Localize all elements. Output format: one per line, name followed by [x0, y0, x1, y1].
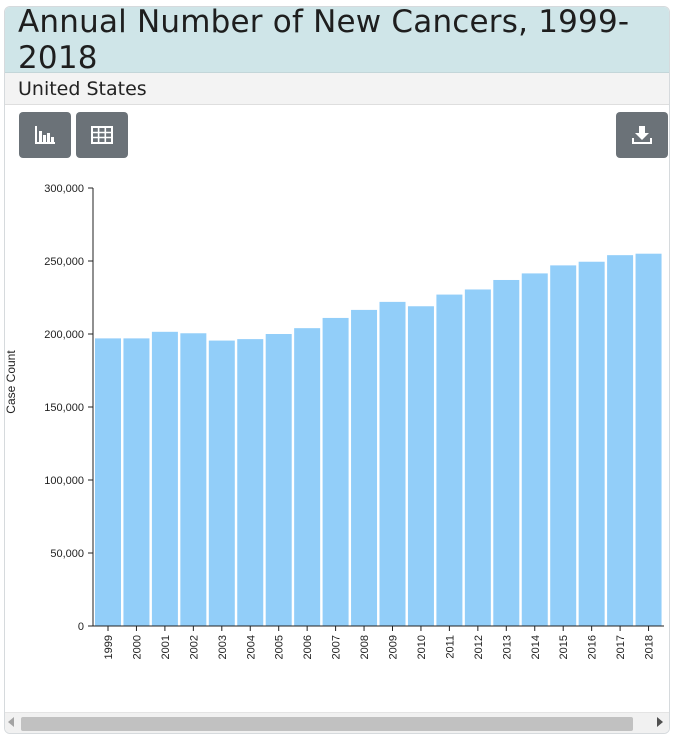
y-tick-label: 150,000	[44, 402, 84, 414]
x-tick-label-2007: 2007	[331, 635, 343, 659]
x-tick-label-2004: 2004	[245, 635, 257, 659]
bar-2006[interactable]	[294, 328, 321, 626]
bar-2018[interactable]	[635, 253, 662, 626]
table-icon	[91, 126, 113, 144]
y-tick-label: 0	[78, 621, 84, 633]
y-tick-label: 300,000	[44, 183, 84, 195]
y-tick-label: 250,000	[44, 256, 84, 268]
x-tick-label-2015: 2015	[558, 635, 570, 659]
subtitle-bar: United States	[5, 73, 669, 105]
bar-2012[interactable]	[464, 289, 491, 626]
page-title: Annual Number of New Cancers, 1999-2018	[18, 6, 630, 76]
chart-area: 0 50,000 100,000 150,000 200,000 250,000 300,0…	[5, 7, 669, 733]
x-tick-label-2012: 2012	[473, 635, 485, 659]
bar-2000[interactable]	[123, 338, 150, 626]
x-tick-label-2003: 2003	[217, 635, 229, 659]
x-tick-label-2002: 2002	[188, 635, 200, 659]
download-button[interactable]	[616, 112, 668, 158]
bar-2011[interactable]	[436, 294, 463, 626]
y-tick-label: 200,000	[44, 329, 84, 341]
x-tick-label-2009: 2009	[388, 635, 400, 659]
table-view-button[interactable]	[76, 112, 128, 158]
bar-2009[interactable]	[379, 301, 406, 626]
x-tick-label-2001: 2001	[160, 635, 172, 659]
scroll-left-arrow-icon[interactable]	[8, 717, 14, 727]
x-tick-label-2010: 2010	[416, 635, 428, 659]
bar-2017[interactable]	[607, 255, 634, 626]
bar-2001[interactable]	[151, 331, 178, 626]
y-axis-label: Case Count	[5, 350, 18, 414]
x-tick-label-2011: 2011	[444, 635, 456, 659]
x-tick-label-1999: 1999	[103, 635, 115, 659]
x-tick-label-2000: 2000	[131, 635, 143, 659]
chart-panel: Annual Number of New Cancers, 1999-2018 …	[4, 6, 670, 734]
bar-2004[interactable]	[237, 339, 264, 626]
bar-chart: 0 50,000 100,000 150,000 200,000 250,000 300,0…	[5, 183, 664, 659]
bar-2016[interactable]	[578, 261, 605, 626]
download-icon	[632, 126, 652, 144]
chart-view-button[interactable]	[19, 112, 71, 158]
bar-chart-icon	[35, 126, 55, 144]
x-tick-label-2013: 2013	[501, 635, 513, 659]
bar-2014[interactable]	[521, 273, 548, 626]
title-bar: Annual Number of New Cancers, 1999-2018	[5, 6, 669, 76]
bar-2008[interactable]	[351, 309, 378, 626]
bar-2013[interactable]	[493, 279, 520, 626]
x-tick-label-2008: 2008	[359, 635, 371, 659]
x-tick-label-2017: 2017	[615, 635, 627, 659]
x-tick-label-2006: 2006	[302, 635, 314, 659]
bar-2010[interactable]	[407, 306, 434, 626]
bar-2003[interactable]	[208, 340, 235, 626]
bar-2002[interactable]	[180, 333, 207, 626]
scroll-thumb[interactable]	[21, 717, 633, 731]
bar-2007[interactable]	[322, 317, 349, 626]
y-tick-label: 50,000	[50, 548, 84, 560]
x-tick-label-2014: 2014	[530, 635, 542, 659]
x-tick-label-2016: 2016	[587, 635, 599, 659]
bar-1999[interactable]	[95, 338, 121, 626]
scroll-right-arrow-icon[interactable]	[657, 717, 663, 727]
bar-2005[interactable]	[265, 334, 292, 626]
horizontal-scrollbar[interactable]	[5, 712, 669, 733]
region-label: United States	[18, 77, 147, 100]
bar-2015[interactable]	[550, 265, 577, 626]
x-tick-label-2018: 2018	[644, 635, 656, 659]
y-tick-label: 100,000	[44, 475, 84, 487]
x-tick-label-2005: 2005	[274, 635, 286, 659]
